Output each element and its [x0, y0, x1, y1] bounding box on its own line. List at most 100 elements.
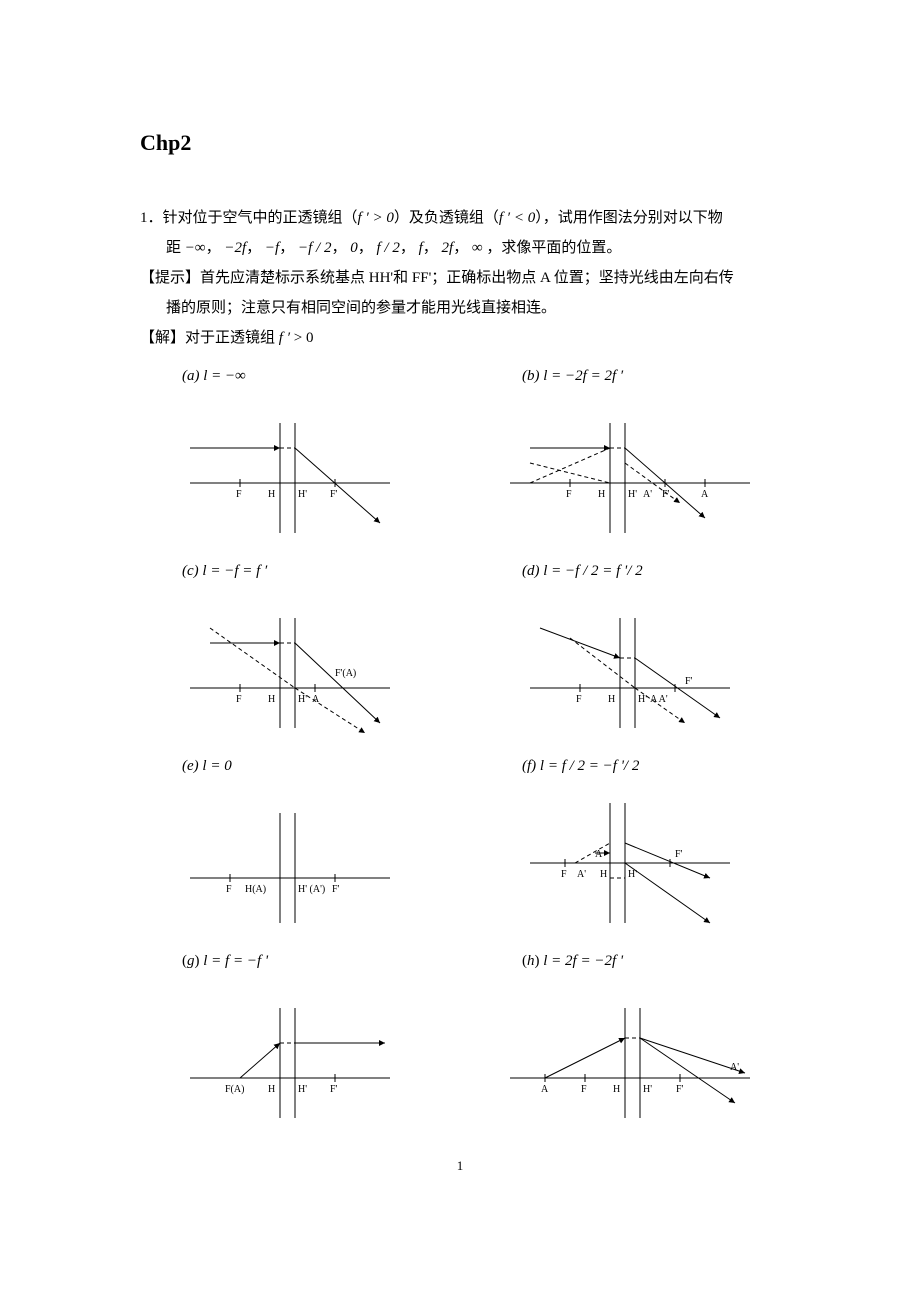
- sol-tag: 【解】: [140, 330, 185, 346]
- svg-text:F': F': [676, 1084, 684, 1095]
- fig-h: (h) l = 2f = −2f ' A F H H' F' A': [480, 953, 780, 1128]
- problem-num: 1．: [140, 210, 163, 226]
- svg-text:H: H: [613, 1084, 620, 1095]
- svg-text:H(A): H(A): [245, 884, 266, 895]
- fig-e-eq: l = 0: [199, 758, 232, 774]
- lbl-H: H: [268, 489, 275, 500]
- svg-text:H: H: [268, 1084, 275, 1095]
- fig-g-caption: (g) l = f = −f ': [140, 953, 440, 970]
- svg-text:A: A: [595, 849, 603, 860]
- svg-text:H': H': [628, 869, 637, 880]
- svg-text:H: H: [598, 489, 605, 500]
- problem-line2: 距 −∞， −2f， −f， −f / 2， 0， f / 2， f， 2f， …: [140, 236, 780, 260]
- svg-text:A: A: [312, 694, 320, 705]
- fig-c-tag: (c): [182, 563, 199, 579]
- svg-text:F: F: [561, 869, 567, 880]
- d1: −∞: [185, 240, 206, 256]
- problem-text-1a: 针对位于空气中的正透镜组（: [163, 210, 358, 226]
- d8: 2f: [442, 240, 454, 256]
- svg-text:H': H': [298, 1084, 307, 1095]
- fig-e-tag: (e): [182, 758, 199, 774]
- d5: 0: [350, 240, 358, 256]
- fig-c-caption: (c) l = −f = f ′: [140, 563, 440, 580]
- fig-f-eq: l = f / 2 = −f '/ 2: [536, 758, 639, 774]
- figure-grid: (a) l = −∞: [140, 368, 780, 1128]
- fig-d: (d) l = −f / 2 = f '/ 2 F H H' A A' F': [480, 563, 780, 738]
- fig-c: (c) l = −f = f ′ F H H' A F'(: [140, 563, 440, 738]
- fig-h-eq: l = 2f = −2f ': [540, 953, 624, 969]
- d9: ∞: [472, 240, 483, 256]
- fig-e-caption: (e) l = 0: [140, 758, 440, 775]
- svg-text:F'(A): F'(A): [335, 668, 356, 679]
- fig-d-caption: (d) l = −f / 2 = f '/ 2: [480, 563, 780, 580]
- fig-d-tag: (d): [522, 563, 540, 579]
- fig-a-svg: F H H' F': [170, 393, 410, 543]
- fig-h-tag: (h): [522, 953, 540, 969]
- svg-text:H': H': [628, 489, 637, 500]
- fig-b-tag: (b): [522, 368, 540, 384]
- fig-f: (f) l = f / 2 = −f '/ 2 F A' A H H' F': [480, 758, 780, 933]
- fig-d-svg: F H H' A A' F': [510, 588, 750, 738]
- svg-text:F': F': [332, 884, 340, 895]
- svg-text:H' (A'): H' (A'): [298, 884, 325, 895]
- problem-text-1b: ）及负透镜组（: [394, 210, 499, 226]
- fneg: f ′ < 0: [499, 210, 535, 226]
- svg-text:A: A: [701, 489, 709, 500]
- lbl-F: F: [236, 489, 242, 500]
- fig-a-tag: (a): [182, 368, 200, 384]
- lbl-Hp: H': [298, 489, 307, 500]
- problem-text-1c: ），试用作图法分别对以下物: [535, 210, 723, 226]
- fig-g-svg: F(A) H H' F': [170, 978, 410, 1128]
- svg-text:H': H': [643, 1084, 652, 1095]
- fig-e-svg: F H(A) H' (A') F': [170, 783, 410, 933]
- fig-a-caption: (a) l = −∞: [140, 368, 440, 385]
- svg-text:H': H': [638, 694, 647, 705]
- problem-line1: 1．针对位于空气中的正透镜组（f ′ > 0）及负透镜组（f ′ < 0），试用…: [140, 206, 780, 230]
- fig-h-svg: A F H H' F' A': [500, 978, 760, 1128]
- svg-text:A': A': [643, 489, 652, 500]
- d6: f / 2: [376, 240, 399, 256]
- svg-text:H: H: [268, 694, 275, 705]
- fig-f-svg: F A' A H H' F': [510, 783, 750, 933]
- hint-line2: 播的原则；注意只有相同空间的参量才能用光线直接相连。: [140, 296, 780, 320]
- hint-text1: 首先应清楚标示系统基点 HH'和 FF'；正确标出物点 A 位置；坚持光线由左向…: [200, 270, 734, 286]
- page: Chp2 1．针对位于空气中的正透镜组（f ′ > 0）及负透镜组（f ′ < …: [0, 0, 920, 1214]
- fpos: f ′ > 0: [358, 210, 394, 226]
- page-number: 1: [140, 1158, 780, 1174]
- fig-e: (e) l = 0 F H(A) H' (A') F': [140, 758, 440, 933]
- solution-line: 【解】对于正透镜组 f ′ > 0: [140, 326, 780, 350]
- l2b: ，求像平面的位置。: [486, 240, 621, 256]
- svg-text:A: A: [541, 1084, 549, 1095]
- svg-text:A': A': [577, 869, 586, 880]
- fig-b: (b) l = −2f = 2f ′ F H H': [480, 368, 780, 543]
- svg-text:F': F': [662, 489, 670, 500]
- fig-b-svg: F H H' A' F' A: [500, 393, 760, 543]
- sol-text: 对于正透镜组 f ′ > 0: [185, 330, 313, 346]
- d3: −f: [265, 240, 279, 256]
- fig-a: (a) l = −∞: [140, 368, 440, 543]
- chapter-title: Chp2: [140, 130, 780, 156]
- fig-g-eq: l = f = −f ': [200, 953, 269, 969]
- svg-text:F': F': [330, 1084, 338, 1095]
- svg-text:F': F': [675, 849, 683, 860]
- svg-text:F(A): F(A): [225, 1084, 244, 1095]
- svg-text:F': F': [685, 676, 693, 687]
- svg-text:F: F: [576, 694, 582, 705]
- d7: f: [419, 240, 423, 256]
- svg-text:F: F: [236, 694, 242, 705]
- svg-text:H: H: [608, 694, 615, 705]
- svg-text:A A': A A': [650, 694, 668, 705]
- svg-text:F: F: [226, 884, 232, 895]
- l2a: 距: [166, 240, 181, 256]
- svg-text:F: F: [581, 1084, 587, 1095]
- svg-text:H': H': [298, 694, 307, 705]
- fig-a-eq: l = −∞: [200, 368, 246, 384]
- fig-g: (g) l = f = −f ' F(A) H H' F': [140, 953, 440, 1128]
- fig-h-caption: (h) l = 2f = −2f ': [480, 953, 780, 970]
- svg-text:H: H: [600, 869, 607, 880]
- fig-d-eq: l = −f / 2 = f '/ 2: [540, 563, 643, 579]
- fig-g-tag: (g): [182, 953, 200, 969]
- fig-b-eq: l = −2f = 2f ′: [540, 368, 624, 384]
- lbl-Fp: F': [330, 489, 338, 500]
- svg-text:F: F: [566, 489, 572, 500]
